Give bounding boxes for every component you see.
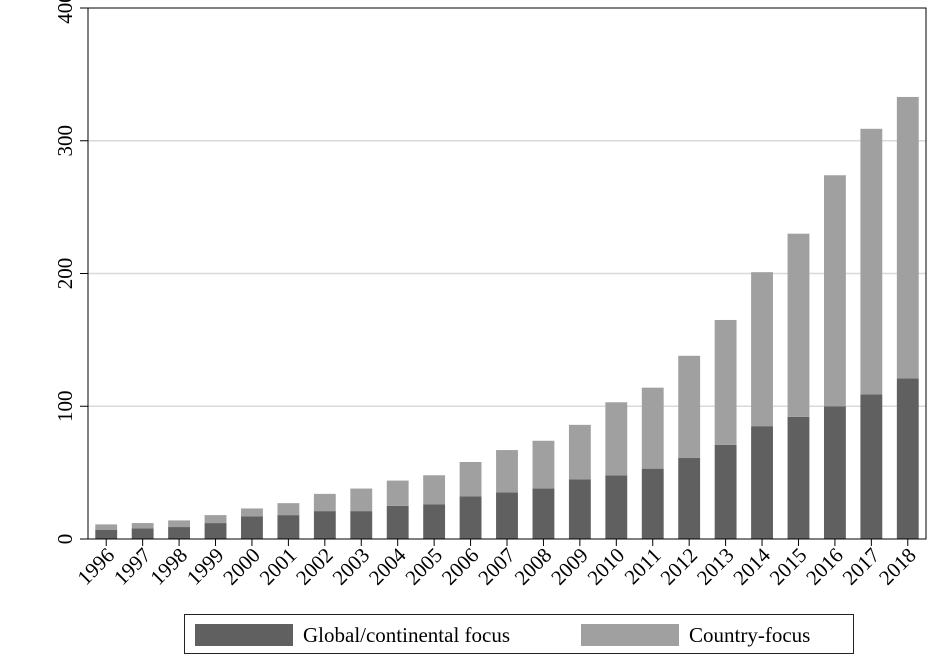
x-tick-label: 2017 <box>838 543 885 590</box>
x-tick-label: 1998 <box>145 543 192 590</box>
bar-global <box>131 528 154 539</box>
bar-country <box>350 488 373 512</box>
bar-country <box>168 520 191 528</box>
bar-country <box>313 493 336 512</box>
bar-global <box>386 505 409 539</box>
bar-country <box>496 450 518 493</box>
x-tick-label: 1996 <box>72 543 119 590</box>
bar-global <box>532 488 555 539</box>
x-tick-label: 2018 <box>874 543 921 590</box>
x-tick-label: 1999 <box>182 543 229 590</box>
bar-country <box>823 175 846 407</box>
legend-label-country: Country-focus <box>689 623 811 647</box>
x-tick-label: 2000 <box>218 543 265 590</box>
x-tick-label: 2005 <box>400 543 447 590</box>
bar-global <box>423 504 446 539</box>
bar-global <box>168 527 191 539</box>
legend: Global/continental focus Country-focus <box>184 614 854 654</box>
x-tick-label: 2010 <box>583 543 630 590</box>
legend-swatch-country <box>581 624 679 646</box>
gridlines <box>88 140 926 407</box>
y-tick-label: 300 <box>53 125 77 157</box>
bar-series <box>95 96 919 539</box>
x-tick-label: 2008 <box>510 543 557 590</box>
bar-country <box>787 233 810 417</box>
bar-global <box>860 394 883 539</box>
bar-global <box>277 515 300 539</box>
legend-label-global: Global/continental focus <box>303 623 511 647</box>
x-tick-label: 2007 <box>473 543 520 590</box>
bar-global <box>605 475 628 539</box>
bar-global <box>678 458 701 539</box>
bar-global <box>241 516 263 539</box>
x-tick-label: 2014 <box>728 543 775 590</box>
bar-country <box>714 319 737 445</box>
bar-country <box>459 462 482 497</box>
bar-country <box>678 355 701 459</box>
bar-country <box>277 503 300 516</box>
bar-country <box>568 424 591 480</box>
bar-country <box>386 480 409 506</box>
bar-global <box>313 511 336 539</box>
bar-global <box>459 496 482 539</box>
bar-country <box>751 272 773 427</box>
y-tick-label: 0 <box>53 534 77 545</box>
bar-global <box>714 444 737 539</box>
x-tick-label: 2004 <box>364 543 411 590</box>
legend-swatch-global <box>195 624 293 646</box>
bar-global <box>823 406 846 539</box>
bar-global <box>568 479 591 539</box>
x-tick-label: 2016 <box>801 543 848 590</box>
x-tick-label: 2001 <box>255 543 302 590</box>
bar-country <box>532 440 555 489</box>
bar-global <box>95 529 118 539</box>
bar-global <box>787 416 810 539</box>
x-axis: 1996199719981999200020012002200320042005… <box>72 539 921 590</box>
x-tick-label: 2015 <box>765 543 812 590</box>
bar-global <box>496 492 518 539</box>
x-tick-label: 2012 <box>655 543 702 590</box>
x-tick-label: 2006 <box>437 543 484 590</box>
y-axis: 0 100 200 300 400 <box>53 0 88 544</box>
bar-global <box>896 378 919 539</box>
bar-global <box>751 426 773 539</box>
x-tick-label: 2002 <box>291 543 338 590</box>
x-tick-label: 2003 <box>328 543 375 590</box>
x-tick-label: 2009 <box>546 543 593 590</box>
y-tick-label: 200 <box>53 258 77 290</box>
y-tick-label: 400 <box>53 0 77 24</box>
bar-global <box>641 468 664 539</box>
bar-country <box>131 523 154 529</box>
bar-country <box>860 128 883 395</box>
bar-country <box>605 402 628 476</box>
bar-country <box>423 475 446 505</box>
x-tick-label: 1997 <box>109 543 156 590</box>
bar-global <box>350 511 373 539</box>
bar-country <box>204 515 227 524</box>
x-tick-label: 2013 <box>692 543 739 590</box>
bar-global <box>204 523 227 539</box>
x-tick-label: 2011 <box>620 543 666 589</box>
bar-country <box>241 508 263 517</box>
bar-country <box>641 387 664 469</box>
bar-country <box>896 96 919 379</box>
y-tick-label: 100 <box>53 391 77 423</box>
bar-country <box>95 524 118 530</box>
